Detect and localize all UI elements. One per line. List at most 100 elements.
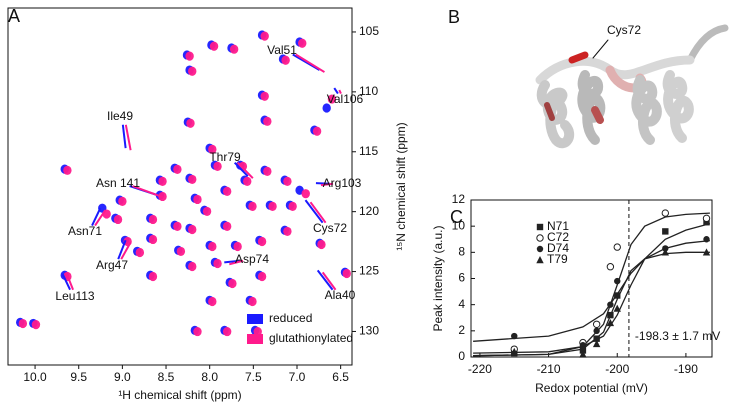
x-tick-label: 7.0 <box>289 370 306 384</box>
annotation-leader <box>295 53 325 73</box>
peak <box>148 234 158 245</box>
annotation: Asp74 <box>235 252 269 266</box>
point <box>592 339 601 348</box>
annotation: Thr79 <box>209 150 241 164</box>
point <box>614 277 621 285</box>
peak <box>176 246 186 257</box>
peak <box>260 31 269 41</box>
annotation: Asn71 <box>68 224 102 238</box>
point <box>613 304 621 312</box>
annotation-leader <box>132 185 164 199</box>
legend-label: N71 <box>547 219 569 233</box>
peak <box>222 221 232 231</box>
annotation-leader <box>121 124 127 149</box>
annotation-leader <box>61 273 71 291</box>
peak <box>248 296 257 307</box>
peak <box>312 126 322 136</box>
annotation: Arg47 <box>96 258 128 272</box>
legend-marker <box>536 234 544 242</box>
peak <box>229 44 239 54</box>
annotation: Leu113 <box>55 289 94 303</box>
peak <box>222 186 232 197</box>
peak <box>113 214 123 225</box>
point <box>579 342 587 349</box>
peak <box>268 201 277 211</box>
x-tick-label: 9.0 <box>114 370 131 384</box>
annotation: Cys72 <box>313 221 347 235</box>
panel-label: C <box>450 207 463 227</box>
peak <box>327 94 337 104</box>
legend-label: glutathionylated <box>269 331 353 345</box>
annotation-leader <box>304 199 324 224</box>
peak <box>298 38 307 48</box>
peak <box>158 176 167 186</box>
x-tick-label: 8.0 <box>201 370 218 384</box>
peak <box>173 164 182 174</box>
point <box>703 219 710 226</box>
annotation-leader <box>224 259 241 264</box>
peak <box>193 326 202 337</box>
annotation-leader <box>333 87 339 95</box>
annotation: Ile49 <box>107 109 133 123</box>
point <box>703 236 710 243</box>
point <box>607 301 614 308</box>
x-axis-label: ¹H chemical shift (ppm) <box>118 388 241 402</box>
peak <box>185 51 194 61</box>
fit-curve <box>473 251 710 357</box>
annotation-leader <box>66 275 74 291</box>
peak <box>208 144 217 154</box>
panel-label: A <box>8 6 20 26</box>
annotation-leader <box>321 271 337 291</box>
peak <box>118 196 127 206</box>
peak <box>260 91 269 101</box>
peak <box>148 271 158 282</box>
peak <box>208 241 217 252</box>
y-tick-label: 0 <box>458 349 465 363</box>
peak <box>63 165 72 175</box>
annotation: Val106 <box>327 92 364 106</box>
peak <box>188 261 197 272</box>
peak <box>222 326 232 337</box>
y-tick-label: 130 <box>359 324 379 338</box>
annotation-leader <box>91 207 102 226</box>
y-tick-label: 10 <box>452 218 466 232</box>
peak <box>213 258 222 269</box>
y-tick-label: 6 <box>458 271 465 285</box>
fit-curve <box>473 222 711 354</box>
legend-label: T79 <box>547 252 568 266</box>
peak <box>233 241 242 252</box>
peak <box>263 166 272 177</box>
peak <box>228 278 237 289</box>
x-tick-label: 8.5 <box>158 370 175 384</box>
peak <box>322 103 331 113</box>
panel-label: B <box>448 7 460 27</box>
legend-swatch <box>247 334 263 344</box>
x-tick-label: 9.5 <box>70 370 87 384</box>
peak <box>213 161 222 171</box>
point <box>614 292 621 299</box>
annotation-leader <box>120 241 132 260</box>
peak <box>248 201 257 211</box>
legend-marker <box>536 256 544 264</box>
x-tick-label: -210 <box>537 362 561 376</box>
peak <box>135 247 145 258</box>
point <box>607 311 614 319</box>
y-tick-label: 105 <box>359 24 379 38</box>
peak <box>148 214 158 225</box>
point <box>511 332 518 340</box>
peak <box>208 296 217 307</box>
peak <box>209 41 219 51</box>
y-axis-label: Peak intensity (a.u.) <box>431 225 445 331</box>
point <box>661 248 670 256</box>
y-tick-label: 4 <box>458 297 465 311</box>
legend-label: reduced <box>269 311 312 325</box>
y-tick-label: 8 <box>458 245 465 259</box>
fit-curve <box>473 239 710 342</box>
peak <box>188 224 197 235</box>
annotation-leader <box>309 201 327 224</box>
peak <box>281 55 290 65</box>
plot-frame <box>7 7 353 366</box>
x-tick-label: -220 <box>468 362 492 376</box>
peak <box>243 176 252 186</box>
